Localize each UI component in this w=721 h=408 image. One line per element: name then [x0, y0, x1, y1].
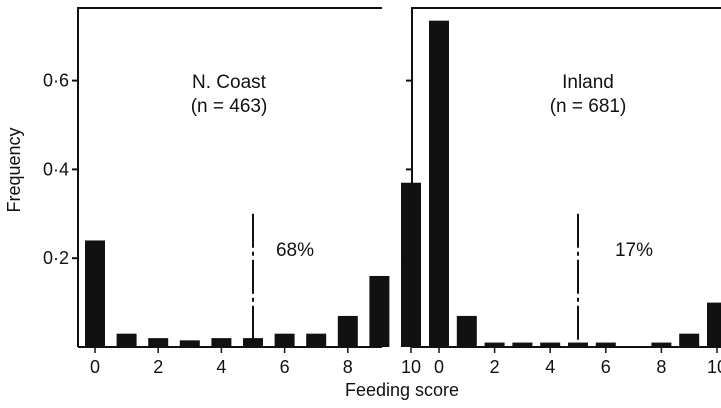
bar-inland-score-3 — [512, 342, 533, 347]
frame-coast — [77, 7, 382, 347]
bar-inland-score-9 — [679, 333, 700, 347]
bar-coast-score-3 — [179, 340, 200, 347]
x-tick-label-inland-0: 0 — [434, 357, 444, 377]
x-tick-label-coast-2: 2 — [153, 357, 163, 377]
bar-coast-score-9 — [369, 275, 390, 347]
x-axis-title: Feeding score — [345, 380, 459, 400]
panel-title-coast: N. Coast — [192, 72, 267, 93]
y-tick-label-2: 0·6 — [43, 71, 69, 91]
percentage-annotation-inland: 17% — [615, 240, 653, 261]
panel-sample-size-inland: (n = 681) — [550, 96, 627, 117]
bar-inland-score-0 — [429, 20, 449, 347]
bar-coast-score-2 — [148, 338, 169, 347]
bar-inland-score-6 — [595, 342, 616, 347]
panel-north-coast: 0·2 0·4 0·6 0 2 4 6 8 10 N. Coast (n = 463) 68% — [43, 7, 421, 377]
bar-coast-score-7 — [306, 333, 327, 347]
percentage-annotation-coast: 68% — [276, 240, 314, 261]
x-tick-label-inland-2: 2 — [490, 357, 500, 377]
frame-inland — [411, 7, 721, 347]
y-axis-title: Frequency — [4, 127, 24, 212]
x-tick-label-inland-8: 8 — [656, 357, 666, 377]
panel-sample-size-coast: (n = 463) — [191, 96, 268, 117]
bar-coast-score-6 — [274, 333, 295, 347]
bar-inland-score-10 — [707, 302, 721, 347]
panel-title-inland: Inland — [562, 72, 614, 93]
bar-inland-score-1 — [456, 315, 477, 347]
bar-coast-score-0 — [85, 240, 105, 347]
y-tick-label-1: 0·4 — [43, 159, 69, 179]
x-tick-label-coast-6: 6 — [280, 357, 290, 377]
panel-inland: 0 2 4 6 8 10 Inland (n = 681) 17% — [406, 7, 721, 377]
x-tick-label-inland-10: 10 — [707, 357, 721, 377]
bar-coast-score-5 — [243, 338, 263, 347]
y-tick-label-0: 0·2 — [43, 248, 69, 268]
bar-coast-score-4 — [211, 338, 232, 347]
x-tick-label-inland-6: 6 — [601, 357, 611, 377]
x-tick-label-coast-10: 10 — [401, 357, 421, 377]
x-tick-label-coast-8: 8 — [343, 357, 353, 377]
x-tick-label-coast-0: 0 — [90, 357, 100, 377]
x-tick-label-coast-4: 4 — [216, 357, 226, 377]
bar-coast-score-8 — [337, 315, 358, 347]
bar-inland-score-4 — [540, 342, 561, 347]
bar-inland-score-2 — [484, 342, 505, 347]
bar-inland-score-8 — [651, 342, 672, 347]
bar-coast-score-1 — [116, 333, 137, 347]
x-tick-label-inland-4: 4 — [545, 357, 555, 377]
